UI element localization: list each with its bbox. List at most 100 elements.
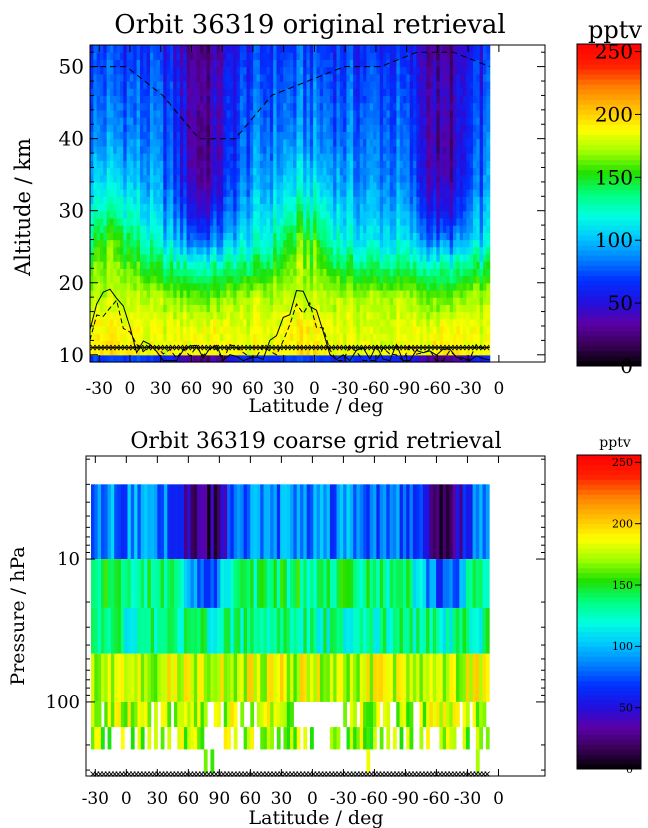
heatmap-cell [166, 261, 171, 269]
heatmap-cell [296, 217, 301, 226]
heatmap-cell [109, 73, 114, 82]
heatmap-cell [259, 217, 264, 226]
heatmap-cell [246, 253, 251, 262]
heatmap-cell [386, 297, 391, 305]
heatmap-cell [176, 167, 181, 176]
heatmap-cell [103, 261, 108, 269]
heatmap-cell [463, 131, 467, 140]
heatmap-cell [269, 174, 274, 183]
heatmap-cell [356, 333, 361, 341]
heatmap-cell [386, 333, 391, 341]
heatmap-cell [323, 102, 328, 111]
heatmap-cell [436, 268, 441, 277]
heatmap-cell [449, 318, 454, 327]
heatmap-cell [126, 138, 131, 147]
heatmap-cell [203, 318, 208, 327]
heatmap-cell [333, 318, 338, 327]
heatmap-cell [103, 225, 108, 233]
heatmap-cell [139, 196, 144, 205]
heatmap-cell [369, 203, 374, 212]
heatmap-cell [349, 318, 354, 327]
heatmap-cell [326, 333, 331, 341]
heatmap-cell [446, 88, 451, 97]
heatmap-cell [166, 253, 171, 262]
heatmap-cell [259, 81, 264, 89]
heatmap-cell [286, 160, 291, 169]
heatmap-cell [363, 268, 368, 277]
heatmap-cell [446, 217, 451, 226]
heatmap-cell [433, 333, 437, 341]
heatmap-cell [363, 102, 368, 111]
heatmap-cell [109, 325, 114, 334]
heatmap-cell [306, 340, 311, 349]
heatmap-cell [113, 275, 118, 284]
heatmap-cell [353, 232, 358, 241]
heatmap-cell [413, 354, 417, 363]
heatmap-cell [216, 217, 221, 226]
heatmap-cell [183, 203, 188, 212]
heatmap-cell [153, 239, 158, 248]
heatmap-cell [413, 275, 417, 284]
heatmap-cell [223, 210, 228, 219]
heatmap-cell [353, 246, 358, 255]
heatmap-cell [243, 73, 248, 82]
heatmap-cell [136, 52, 141, 60]
heatmap-cell [336, 261, 341, 269]
heatmap-cell [399, 167, 404, 176]
heatmap-cell [363, 232, 368, 241]
heatmap-cell [149, 138, 154, 147]
heatmap-cell [356, 354, 361, 363]
heatmap-cell [459, 239, 464, 248]
heatmap-cell [463, 45, 467, 53]
heatmap-cell [133, 210, 138, 219]
heatmap-cell [243, 95, 248, 104]
heatmap-cell [213, 59, 218, 68]
heatmap-cell [373, 131, 378, 140]
heatmap-cell [176, 325, 181, 334]
heatmap-cell [406, 73, 411, 82]
heatmap-cell [146, 333, 151, 341]
heatmap-cell [413, 181, 417, 190]
heatmap-cell [269, 160, 274, 169]
heatmap-cell [326, 45, 331, 53]
heatmap-cell [286, 275, 291, 284]
heatmap-cell [243, 174, 248, 183]
heatmap-cell [169, 318, 174, 327]
heatmap-cell [286, 102, 291, 111]
heatmap-cell [203, 325, 208, 334]
heatmap-cell [253, 66, 258, 75]
heatmap-cell [303, 311, 308, 320]
heatmap-cell [179, 246, 184, 255]
heatmap-cell [319, 73, 324, 82]
heatmap-cell [423, 160, 427, 169]
heatmap-cell [393, 261, 398, 269]
heatmap-cell [329, 232, 334, 241]
heatmap-cell [396, 196, 401, 205]
heatmap-cell [349, 131, 354, 140]
heatmap-cell [273, 297, 278, 305]
heatmap-cell [419, 167, 424, 176]
heatmap-cell [406, 124, 411, 133]
heatmap-cell [123, 145, 128, 154]
heatmap-cell [303, 225, 308, 233]
heatmap-cell [213, 225, 218, 233]
heatmap-cell [386, 73, 391, 82]
heatmap-cell [276, 333, 281, 341]
heatmap-cell [363, 253, 368, 262]
heatmap-cell [419, 210, 424, 219]
heatmap-cell [353, 217, 358, 226]
heatmap-cell [156, 217, 161, 226]
heatmap-cell [106, 189, 111, 197]
heatmap-cell [413, 95, 417, 104]
heatmap-cell [313, 189, 318, 197]
heatmap-cell [433, 189, 437, 197]
heatmap-cell [113, 160, 118, 169]
heatmap-cell [263, 124, 268, 133]
heatmap-cell [169, 297, 174, 305]
heatmap-cell [439, 174, 444, 183]
heatmap-cell [216, 95, 221, 104]
heatmap-cell [149, 145, 154, 154]
heatmap-cell [306, 102, 311, 111]
heatmap-cell [386, 304, 391, 313]
heatmap-cell [349, 45, 354, 53]
